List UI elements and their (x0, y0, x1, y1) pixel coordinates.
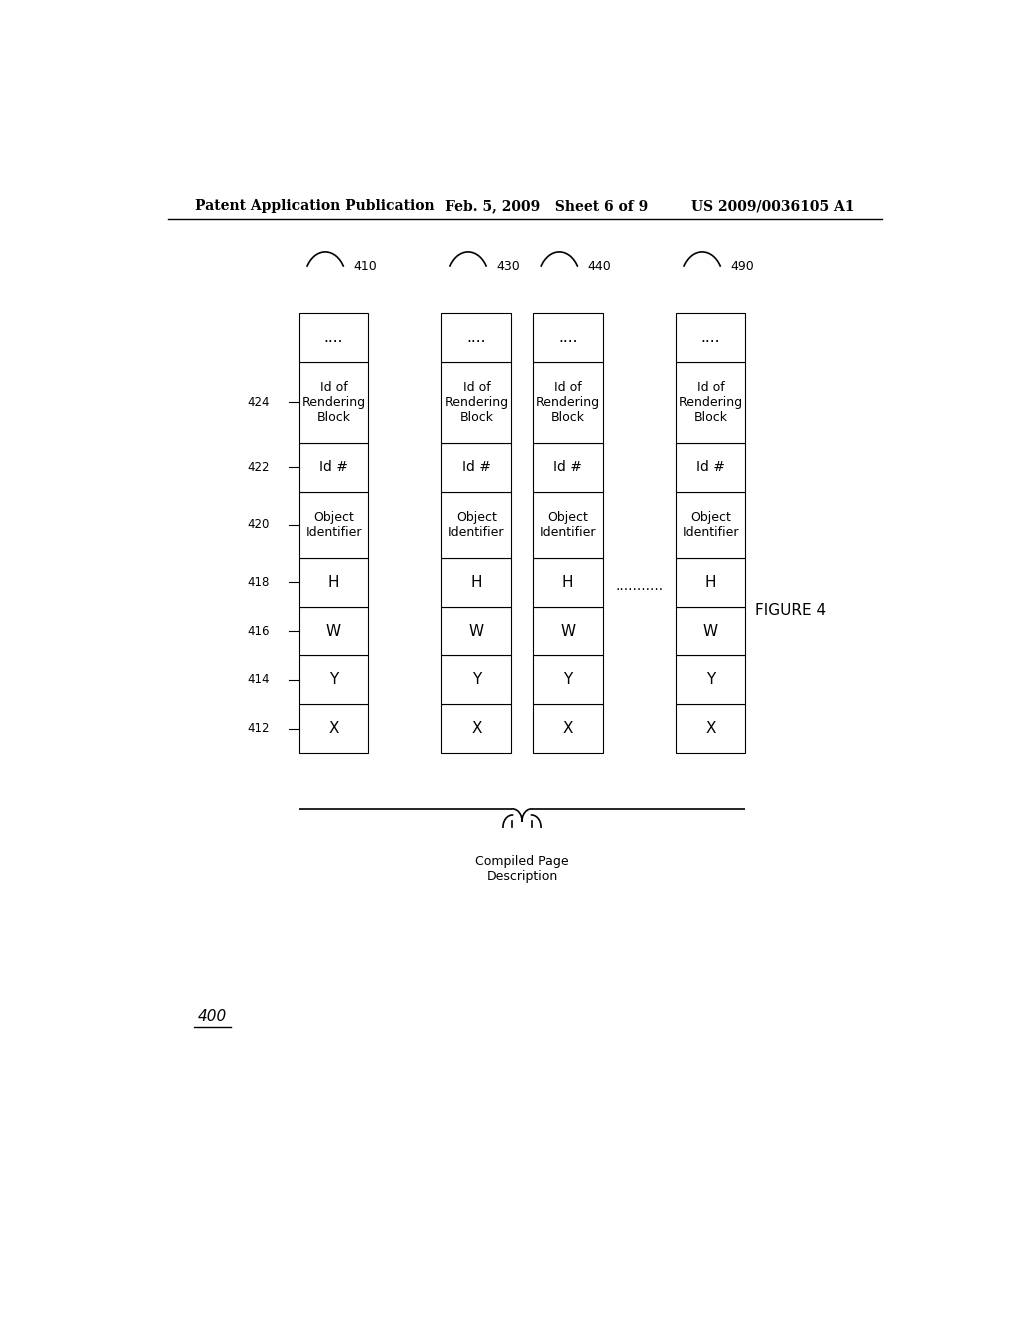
Text: Object
Identifier: Object Identifier (449, 511, 505, 539)
Text: W: W (560, 623, 575, 639)
Text: 440: 440 (587, 260, 611, 273)
Text: 424: 424 (247, 396, 269, 409)
Bar (532, 704, 602, 752)
Text: Object
Identifier: Object Identifier (305, 511, 361, 539)
Text: Patent Application Publication: Patent Application Publication (196, 199, 435, 213)
Text: Id of
Rendering
Block: Id of Rendering Block (536, 381, 600, 424)
Bar (532, 656, 602, 704)
Bar (441, 492, 511, 558)
Text: 490: 490 (730, 260, 754, 273)
Bar (532, 607, 602, 656)
Text: ....: .... (467, 330, 486, 345)
Text: ...........: ........... (615, 578, 664, 593)
Text: 420: 420 (247, 519, 269, 532)
Bar (532, 444, 602, 492)
Bar (532, 558, 602, 607)
Text: Id #: Id # (696, 461, 725, 474)
Text: ....: .... (700, 330, 720, 345)
Text: Y: Y (706, 672, 715, 688)
Text: X: X (471, 721, 481, 737)
Text: Id of
Rendering
Block: Id of Rendering Block (444, 381, 509, 424)
Text: 418: 418 (247, 576, 269, 589)
Bar (676, 704, 745, 752)
Bar (299, 558, 369, 607)
Text: 416: 416 (247, 624, 269, 638)
Text: Y: Y (472, 672, 481, 688)
Text: W: W (702, 623, 718, 639)
Bar (441, 607, 511, 656)
Bar (676, 362, 745, 444)
Text: FIGURE 4: FIGURE 4 (755, 603, 826, 618)
Text: Y: Y (563, 672, 572, 688)
Bar (299, 704, 369, 752)
Text: Id #: Id # (462, 461, 490, 474)
Text: H: H (328, 574, 339, 590)
Text: 430: 430 (496, 260, 520, 273)
Bar (676, 492, 745, 558)
Bar (441, 656, 511, 704)
Bar (441, 362, 511, 444)
Bar (676, 558, 745, 607)
Text: Id of
Rendering
Block: Id of Rendering Block (301, 381, 366, 424)
Bar (441, 444, 511, 492)
Bar (532, 313, 602, 362)
Bar (676, 607, 745, 656)
Text: Object
Identifier: Object Identifier (540, 511, 596, 539)
Bar (299, 656, 369, 704)
Text: H: H (562, 574, 573, 590)
Bar (299, 444, 369, 492)
Text: W: W (326, 623, 341, 639)
Bar (676, 656, 745, 704)
Text: 412: 412 (247, 722, 269, 735)
Text: Compiled Page
Description: Compiled Page Description (475, 854, 569, 883)
Text: 414: 414 (247, 673, 269, 686)
Bar (441, 558, 511, 607)
Text: Id of
Rendering
Block: Id of Rendering Block (679, 381, 742, 424)
Bar (299, 313, 369, 362)
Text: Feb. 5, 2009   Sheet 6 of 9: Feb. 5, 2009 Sheet 6 of 9 (445, 199, 648, 213)
Text: ....: .... (558, 330, 578, 345)
Bar (532, 492, 602, 558)
Text: W: W (469, 623, 484, 639)
Bar (676, 444, 745, 492)
Text: ....: .... (324, 330, 343, 345)
Text: H: H (705, 574, 716, 590)
Text: Id #: Id # (553, 461, 583, 474)
Text: 400: 400 (198, 1010, 227, 1024)
Text: Id #: Id # (319, 461, 348, 474)
Bar (441, 704, 511, 752)
Text: 422: 422 (247, 461, 269, 474)
Text: X: X (706, 721, 716, 737)
Bar (676, 313, 745, 362)
Bar (299, 362, 369, 444)
Text: 410: 410 (353, 260, 377, 273)
Bar (299, 607, 369, 656)
Text: X: X (329, 721, 339, 737)
Text: US 2009/0036105 A1: US 2009/0036105 A1 (691, 199, 855, 213)
Bar (532, 362, 602, 444)
Text: X: X (562, 721, 572, 737)
Text: Object
Identifier: Object Identifier (682, 511, 738, 539)
Bar (299, 492, 369, 558)
Text: H: H (471, 574, 482, 590)
Text: Y: Y (329, 672, 338, 688)
Bar (441, 313, 511, 362)
